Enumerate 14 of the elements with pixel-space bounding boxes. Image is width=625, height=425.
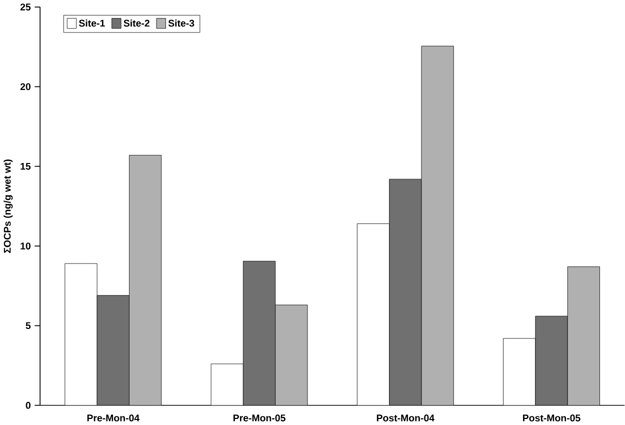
legend-label: Site-2	[124, 20, 150, 27]
x-tick-label: Pre-Mon-05	[233, 414, 286, 422]
y-tick-label: 0	[26, 402, 30, 409]
x-tick-label: Post-Mon-05	[523, 414, 580, 422]
y-axis-title: ΣOCPs (ng/g wet wt)	[4, 160, 13, 253]
x-tick-label: Pre-Mon-04	[87, 414, 140, 422]
legend-label: Site-3	[168, 20, 194, 27]
y-tick-label: 20	[20, 83, 30, 90]
y-tick-label: 25	[20, 4, 31, 10]
y-tick-label: 10	[20, 242, 30, 250]
y-tick-label: 5	[26, 322, 31, 330]
x-tick-label: Post-Mon-04	[376, 414, 434, 422]
legend-label: Site-1	[78, 20, 105, 27]
y-tick-label: 15	[20, 162, 31, 170]
